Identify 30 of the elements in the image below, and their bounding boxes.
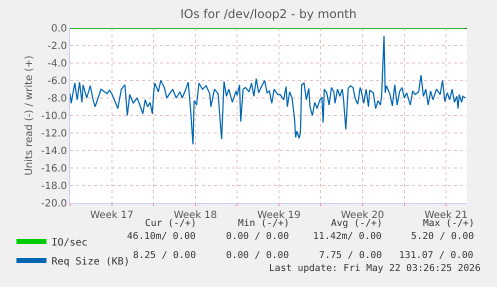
- x-tick-label: Week 17: [90, 210, 134, 221]
- text: Min (-/+): [238, 218, 290, 229]
- y-tick-label: -2.0: [47, 41, 67, 52]
- text: Avg (-/+): [331, 218, 382, 229]
- y-tick-label: -14.0: [41, 146, 67, 157]
- text: Last update: Fri May 22 03:26:25 2026: [269, 263, 481, 274]
- text: 7.75 / 0.00: [319, 250, 382, 261]
- y-tick-label: -18.0: [41, 181, 67, 192]
- y-tick-label: -6.0: [47, 76, 67, 87]
- text: 8.25 / 0.00: [133, 250, 196, 261]
- legend-label: Req Size (KB): [51, 256, 130, 268]
- text: 131.07 / 0.00: [399, 250, 474, 261]
- y-tick-label: -12.0: [41, 128, 67, 140]
- chart-title: IOs for /dev/loop2 - by month: [180, 7, 357, 22]
- text: 46.10m/ 0.00: [127, 231, 196, 242]
- text: 5.20 / 0.00: [411, 231, 474, 242]
- y-tick-label: -8.0: [47, 94, 67, 104]
- text: 11.42m/ 0.00: [313, 231, 382, 242]
- line-series: [70, 35, 466, 145]
- y-tick-label: -10.0: [41, 111, 67, 122]
- text: 0.00 / 0.00: [226, 231, 290, 242]
- text: Max (-/+): [423, 218, 474, 229]
- y-tick-label: -20.0: [41, 198, 67, 210]
- y-tick-label: 0.0: [51, 24, 67, 34]
- legend-label: IO/sec: [51, 237, 88, 248]
- text: 0.00 / 0.00: [226, 250, 290, 261]
- y-tick-label: -4.0: [47, 58, 67, 70]
- y-axis-title: Units read (-) / write (+): [24, 55, 36, 176]
- text: Cur (-/+): [145, 218, 196, 229]
- y-tick-label: -16.0: [41, 164, 67, 174]
